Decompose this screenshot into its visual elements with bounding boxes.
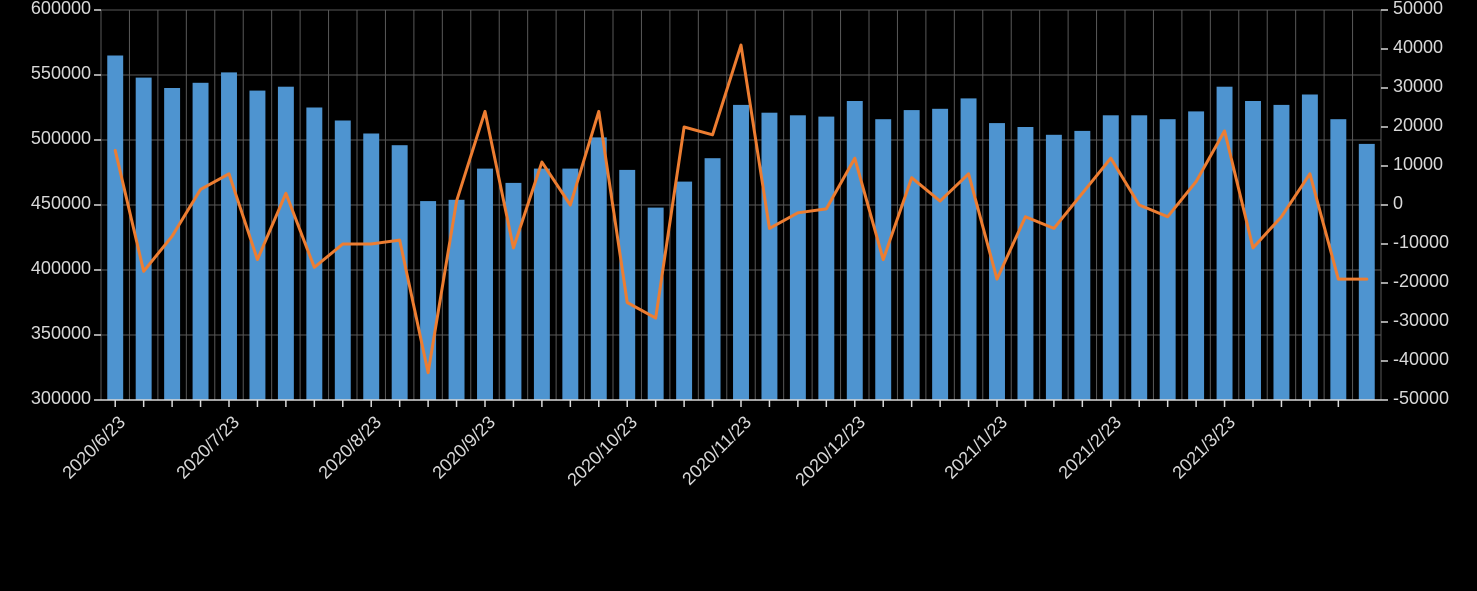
bar xyxy=(733,105,749,400)
y-left-tick-label: 550000 xyxy=(31,63,91,84)
y-right-tick-label: 0 xyxy=(1393,193,1403,214)
y-left-tick-label: 400000 xyxy=(31,258,91,279)
y-right-tick-label: 30000 xyxy=(1393,76,1443,97)
bar xyxy=(1359,144,1375,400)
bar xyxy=(1273,105,1289,400)
y-right-tick-label: 40000 xyxy=(1393,37,1443,58)
bar xyxy=(1160,119,1176,400)
bar xyxy=(1245,101,1261,400)
dual-axis-bar-line-chart: 3000003500004000004500005000005500006000… xyxy=(0,0,1477,591)
bar xyxy=(363,134,379,401)
bar xyxy=(676,182,692,400)
chart-svg xyxy=(0,0,1477,591)
bar xyxy=(193,83,209,400)
y-right-tick-label: 50000 xyxy=(1393,0,1443,19)
bar xyxy=(534,169,550,400)
y-right-tick-label: -40000 xyxy=(1393,349,1449,370)
bar xyxy=(1074,131,1090,400)
y-left-tick-label: 350000 xyxy=(31,323,91,344)
bar xyxy=(591,137,607,400)
y-left-tick-label: 450000 xyxy=(31,193,91,214)
bar xyxy=(335,121,351,401)
bar xyxy=(107,56,123,401)
y-right-tick-label: -30000 xyxy=(1393,310,1449,331)
bar xyxy=(1017,127,1033,400)
bar xyxy=(705,158,721,400)
bar xyxy=(961,98,977,400)
bar xyxy=(1046,135,1062,400)
bar xyxy=(818,117,834,400)
bar xyxy=(648,208,664,400)
y-right-tick-label: -50000 xyxy=(1393,388,1449,409)
y-right-tick-label: 10000 xyxy=(1393,154,1443,175)
y-left-tick-label: 300000 xyxy=(31,388,91,409)
bar xyxy=(278,87,294,400)
bar xyxy=(932,109,948,400)
bar xyxy=(619,170,635,400)
y-left-tick-label: 600000 xyxy=(31,0,91,19)
bar xyxy=(221,72,237,400)
y-left-tick-label: 500000 xyxy=(31,128,91,149)
bar xyxy=(1131,115,1147,400)
bar xyxy=(477,169,493,400)
y-right-tick-label: 20000 xyxy=(1393,115,1443,136)
bar xyxy=(790,115,806,400)
bar xyxy=(136,78,152,400)
bar xyxy=(1188,111,1204,400)
y-right-tick-label: -20000 xyxy=(1393,271,1449,292)
bar xyxy=(904,110,920,400)
bar xyxy=(847,101,863,400)
bar xyxy=(1302,95,1318,401)
y-right-tick-label: -10000 xyxy=(1393,232,1449,253)
bar xyxy=(761,113,777,400)
